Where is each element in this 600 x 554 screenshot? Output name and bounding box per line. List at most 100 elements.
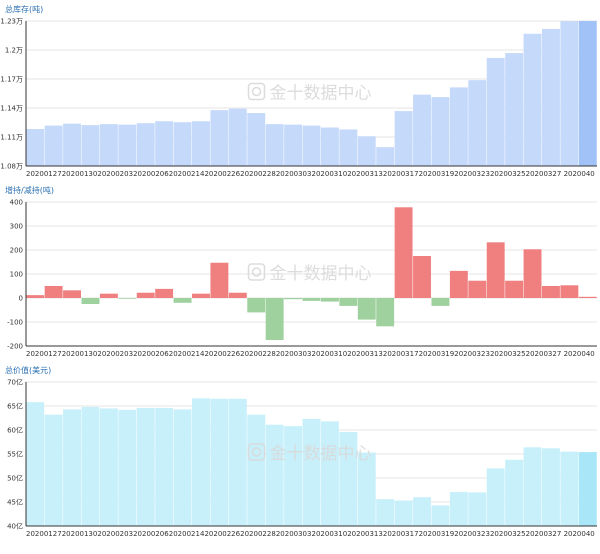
bar[interactable] xyxy=(26,128,45,166)
bar[interactable] xyxy=(44,125,63,166)
bar[interactable] xyxy=(265,424,284,526)
bar[interactable] xyxy=(394,500,413,526)
bar[interactable] xyxy=(376,499,395,526)
bar[interactable] xyxy=(541,448,560,526)
bar[interactable] xyxy=(541,286,560,298)
bar[interactable] xyxy=(394,111,413,166)
bar[interactable] xyxy=(302,298,321,301)
bar[interactable] xyxy=(284,426,303,526)
bar[interactable] xyxy=(265,124,284,166)
bar[interactable] xyxy=(505,53,524,166)
bar[interactable] xyxy=(247,113,266,166)
bar[interactable] xyxy=(210,110,229,166)
bar[interactable] xyxy=(505,280,524,298)
bar[interactable] xyxy=(413,94,431,166)
bar[interactable] xyxy=(357,452,376,526)
bar[interactable] xyxy=(63,290,82,298)
bar[interactable] xyxy=(284,298,303,300)
bar[interactable] xyxy=(247,298,266,313)
x-tick-label: 20200127 xyxy=(26,350,62,358)
bar[interactable] xyxy=(155,288,174,298)
bar[interactable] xyxy=(118,298,137,299)
bar[interactable] xyxy=(486,242,505,298)
bar[interactable] xyxy=(560,285,579,298)
bar[interactable] xyxy=(63,409,82,526)
bar[interactable] xyxy=(357,136,376,166)
bar[interactable] xyxy=(320,298,339,302)
bar[interactable] xyxy=(339,129,358,166)
bar[interactable] xyxy=(118,124,137,166)
bar[interactable] xyxy=(228,108,247,166)
bar[interactable] xyxy=(339,298,358,306)
bar[interactable] xyxy=(228,292,247,298)
bar[interactable] xyxy=(173,298,192,303)
bar[interactable] xyxy=(523,33,542,167)
bar[interactable] xyxy=(302,418,321,526)
bar[interactable] xyxy=(192,121,210,166)
bar[interactable] xyxy=(99,124,118,166)
bar[interactable] xyxy=(173,122,192,166)
bar[interactable] xyxy=(136,407,155,526)
watermark-logo-icon xyxy=(247,263,266,281)
bar[interactable] xyxy=(81,125,100,166)
bar[interactable] xyxy=(560,21,579,167)
bar[interactable] xyxy=(210,262,229,298)
bar[interactable] xyxy=(468,80,487,166)
bar[interactable] xyxy=(26,402,45,526)
bar[interactable] xyxy=(284,124,303,166)
bar[interactable] xyxy=(136,292,155,298)
bar[interactable] xyxy=(376,147,395,166)
bar[interactable] xyxy=(26,295,45,298)
bar[interactable] xyxy=(376,298,395,327)
bar[interactable] xyxy=(578,452,597,526)
bar[interactable] xyxy=(44,286,63,298)
bar[interactable] xyxy=(431,97,450,166)
bar[interactable] xyxy=(413,497,431,526)
bar[interactable] xyxy=(431,298,450,306)
bar[interactable] xyxy=(320,127,339,166)
y-tick-label: 1.08万 xyxy=(0,163,23,171)
bar[interactable] xyxy=(210,398,229,526)
bar[interactable] xyxy=(449,491,468,526)
bar[interactable] xyxy=(44,414,63,526)
bar[interactable] xyxy=(81,406,100,526)
bar[interactable] xyxy=(523,249,542,298)
bar[interactable] xyxy=(136,123,155,166)
bar[interactable] xyxy=(486,57,505,166)
bar[interactable] xyxy=(449,87,468,166)
bar[interactable] xyxy=(155,407,174,526)
bar[interactable] xyxy=(578,296,597,298)
x-tick-label: 20200127 xyxy=(26,530,62,538)
bar[interactable] xyxy=(449,270,468,298)
bar[interactable] xyxy=(192,398,210,526)
bar[interactable] xyxy=(118,409,137,526)
bar[interactable] xyxy=(320,421,339,526)
bar[interactable] xyxy=(357,298,376,320)
bar[interactable] xyxy=(99,408,118,526)
bar[interactable] xyxy=(339,431,358,526)
bar[interactable] xyxy=(523,447,542,526)
bar[interactable] xyxy=(468,492,487,526)
bar[interactable] xyxy=(413,256,431,298)
bar[interactable] xyxy=(486,468,505,526)
bar[interactable] xyxy=(228,398,247,526)
bar[interactable] xyxy=(468,280,487,298)
bar[interactable] xyxy=(63,123,82,166)
bar[interactable] xyxy=(541,28,560,166)
bar[interactable] xyxy=(578,21,597,166)
bar[interactable] xyxy=(265,298,284,340)
bar[interactable] xyxy=(560,451,579,526)
bar[interactable] xyxy=(99,293,118,298)
bar[interactable] xyxy=(431,505,450,526)
bar[interactable] xyxy=(394,207,413,298)
bar[interactable] xyxy=(81,298,100,304)
x-tick-label: 20200203 xyxy=(97,350,133,358)
watermark-logo-mark xyxy=(251,267,262,277)
bar[interactable] xyxy=(505,459,524,526)
bar[interactable] xyxy=(302,125,321,166)
x-tick-label: 2020040 xyxy=(564,170,595,178)
bar[interactable] xyxy=(247,414,266,526)
bar[interactable] xyxy=(155,121,174,166)
bar[interactable] xyxy=(173,409,192,526)
bar[interactable] xyxy=(192,293,210,298)
